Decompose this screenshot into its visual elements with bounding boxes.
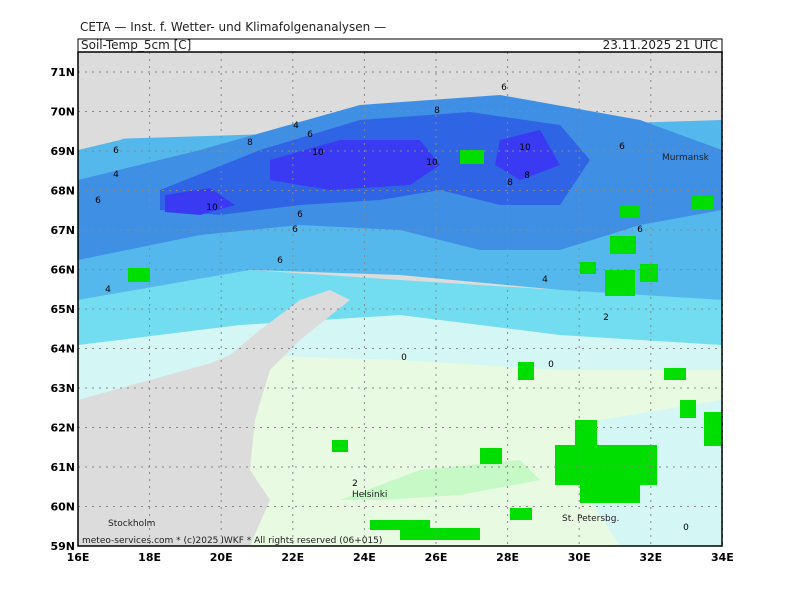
contour-label: 4 [105, 285, 111, 295]
lat-label: 64N [50, 343, 75, 356]
lat-label: 65N [50, 303, 75, 316]
contour-label: 8 [507, 178, 513, 188]
contour-label: 8 [434, 106, 440, 116]
contour-label: 6 [501, 83, 507, 93]
city-label: Helsinki [352, 490, 387, 500]
lon-label: 22E [281, 551, 304, 564]
date: 23.11.2025 21 UTC [603, 38, 718, 52]
contour-label: 0 [548, 360, 554, 370]
band-2-south [340, 460, 540, 500]
contour-label: 2 [352, 479, 358, 489]
contour-label: 6 [307, 130, 313, 140]
barents-sea [78, 52, 722, 150]
lat-label: 68N [50, 185, 75, 198]
frame [77, 51, 723, 547]
contour-label: 10 [519, 143, 531, 153]
contour-label: 10 [426, 158, 438, 168]
contour-label: 4 [542, 275, 548, 285]
band-10-c [165, 188, 235, 215]
contour-label: 6 [292, 225, 298, 235]
contour-label: 10 [206, 203, 218, 213]
lon-label: 20E [210, 551, 233, 564]
contour-label: 6 [113, 146, 119, 156]
contour-label: 10 [312, 148, 324, 158]
lon-label: 16E [67, 551, 90, 564]
title: CETA — Inst. f. Wetter- und Klimafolgena… [80, 20, 386, 34]
lon-label: 28E [496, 551, 519, 564]
band-10-a [270, 140, 440, 190]
sweden-bothnia [78, 290, 350, 546]
green-cells [128, 150, 722, 540]
lat-label: 71N [50, 66, 75, 79]
lon-label: 32E [639, 551, 662, 564]
lon-label: 34E [711, 551, 734, 564]
lat-label: 63N [50, 382, 75, 395]
graticule [78, 52, 723, 546]
contour-label: 2 [603, 313, 609, 323]
lat-label: 62N [50, 422, 75, 435]
contour-label: 6 [619, 142, 625, 152]
city-label: St. Petersbg. [562, 514, 619, 524]
lon-label: 24E [353, 551, 376, 564]
city-label: Stockholm [108, 519, 155, 529]
lat-label: 66N [50, 264, 75, 277]
contour-label: 8 [524, 171, 530, 181]
field: Soil-Temp_5cm [C] [81, 38, 191, 52]
contour-label: 0 [683, 523, 689, 533]
band-2-4 [78, 270, 722, 345]
contour-label: 6 [297, 210, 303, 220]
contour-label: 4 [293, 121, 299, 131]
contour-label: 6 [277, 256, 283, 266]
band-10-b [495, 130, 560, 180]
field-layers [78, 52, 722, 546]
lon-label: 26E [425, 551, 448, 564]
contour-label: 0 [401, 353, 407, 363]
lon-label: 30E [568, 551, 591, 564]
contour-label: 4 [113, 170, 119, 180]
lat-label: 60N [50, 501, 75, 514]
contour-label: 6 [637, 225, 643, 235]
lon-label: 18E [138, 551, 161, 564]
contour-label: 6 [95, 196, 101, 206]
lat-label: 59N [50, 540, 75, 553]
lat-label: 61N [50, 461, 75, 474]
city-label: Murmansk [662, 153, 710, 163]
contour-label: 8 [247, 138, 253, 148]
lat-label: 70N [50, 106, 75, 119]
lat-label: 69N [50, 145, 75, 158]
lat-label: 67N [50, 224, 75, 237]
footer: meteo-services.com * (c)2025 IWKF * All … [82, 536, 382, 546]
